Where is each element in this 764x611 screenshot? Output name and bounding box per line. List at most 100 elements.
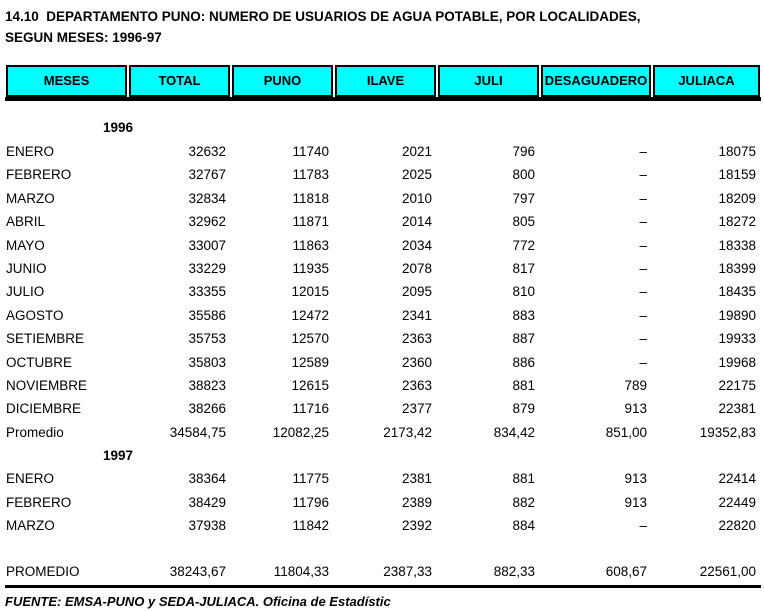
row-label: JULIO [6, 284, 45, 300]
row-label: AGOSTO [6, 307, 64, 323]
cell-puno: 11716 [292, 401, 329, 417]
row-label: MARZO [6, 518, 55, 534]
cell-desaguadero: – [639, 214, 647, 230]
cell-total: 38266 [188, 401, 226, 417]
table-body: 1996 ENERO 32632 11740 2021 796 – 18075 FEBRERO 3… [5, 101, 764, 583]
table-row: MAYO 33007 11863 2034 772 – 18338 [5, 234, 761, 257]
cell-desaguadero: – [639, 284, 647, 300]
cell-puno: 11804,33 [273, 563, 329, 579]
table-row: FEBRERO 38429 11796 2389 882 913 22449 [5, 491, 761, 514]
table-row: ENERO 38364 11775 2381 881 913 22414 [5, 467, 761, 490]
cell-juli: 881 [512, 377, 535, 393]
column-header-juliaca: JULIACA [653, 65, 760, 97]
cell-total: 38364 [188, 471, 226, 487]
cell-juli: 881 [512, 471, 535, 487]
table-row: MARZO 32834 11818 2010 797 – 18209 [5, 187, 761, 210]
cell-ilave: 2392 [401, 518, 432, 534]
table-row: ENERO 32632 11740 2021 796 – 18075 [5, 140, 761, 163]
cell-juliaca: 18435 [718, 284, 756, 300]
row-label: SETIEMBRE [6, 331, 85, 347]
cell-desaguadero: 913 [624, 401, 647, 417]
cell-juliaca: 18338 [718, 237, 756, 253]
year-row: 1996 [5, 101, 761, 140]
table-row: ABRIL 32962 11871 2014 805 – 18272 [5, 210, 761, 233]
cell-ilave: 2034 [401, 237, 432, 253]
column-header-puno: PUNO [232, 65, 333, 97]
cell-puno: 11818 [292, 190, 329, 206]
row-label: ABRIL [6, 214, 46, 230]
cell-ilave: 2341 [401, 307, 432, 323]
cell-juli: 886 [512, 354, 535, 370]
cell-desaguadero: 851,00 [605, 424, 647, 440]
table-header-row: MESES TOTAL PUNO ILAVE JULI DESAGUADERO … [5, 65, 761, 101]
cell-ilave: 2021 [401, 144, 432, 159]
cell-juliaca: 22414 [718, 471, 756, 487]
cell-ilave: 2014 [401, 214, 432, 230]
year-label: 1997 [102, 448, 134, 464]
cell-desaguadero: – [639, 190, 647, 206]
cell-juli: 882,33 [493, 563, 535, 579]
cell-ilave: 2078 [401, 260, 432, 276]
cell-total: 34584,75 [169, 424, 226, 440]
row-label: DICIEMBRE [6, 401, 82, 417]
cell-juli: 882 [512, 494, 535, 510]
cell-desaguadero: 913 [624, 471, 647, 487]
cell-ilave: 2377 [401, 401, 432, 417]
cell-juli: 879 [512, 401, 535, 417]
cell-juli: 772 [512, 237, 535, 253]
row-label: ENERO [6, 144, 55, 159]
cell-desaguadero: – [639, 307, 647, 323]
cell-ilave: 2010 [401, 190, 432, 206]
cell-total: 38243,67 [169, 563, 226, 579]
cell-ilave: 2387,33 [383, 563, 432, 579]
row-label: MAYO [6, 237, 45, 253]
cell-desaguadero: – [639, 237, 647, 253]
cell-juliaca: 18272 [718, 214, 756, 230]
cell-total: 38429 [188, 494, 226, 510]
table-row: FEBRERO 32767 11783 2025 800 – 18159 [5, 163, 761, 186]
cell-total: 35753 [188, 331, 226, 347]
cell-juli: 810 [512, 284, 535, 300]
cell-ilave: 2173,42 [383, 424, 432, 440]
table-bottom-border [5, 585, 761, 589]
cell-puno: 12589 [291, 354, 329, 370]
cell-puno: 11935 [292, 260, 329, 276]
cell-juliaca: 18075 [718, 144, 756, 159]
cell-juli: 800 [512, 167, 535, 183]
cell-desaguadero: – [639, 144, 647, 159]
cell-puno: 11783 [292, 167, 329, 183]
cell-total: 35586 [188, 307, 226, 323]
cell-total: 32632 [188, 144, 226, 159]
cell-total: 35803 [188, 354, 226, 370]
cell-ilave: 2389 [401, 494, 432, 510]
row-label: MARZO [6, 190, 55, 206]
cell-desaguadero: – [639, 167, 647, 183]
row-label: OCTUBRE [6, 354, 73, 370]
row-label: FEBRERO [6, 167, 72, 183]
cell-desaguadero: – [639, 331, 647, 347]
cell-juliaca: 22449 [718, 494, 756, 510]
cell-ilave: 2095 [401, 284, 432, 300]
cell-juliaca: 19890 [718, 307, 756, 323]
table-row: SETIEMBRE 35753 12570 2363 887 – 19933 [5, 327, 761, 350]
cell-juliaca: 22175 [718, 377, 756, 393]
cell-desaguadero: 789 [624, 377, 647, 393]
table-row: Promedio 34584,75 12082,25 2173,42 834,42 851… [5, 421, 761, 444]
cell-total: 33229 [188, 260, 226, 276]
year-label: 1996 [102, 120, 134, 135]
table-row: AGOSTO 35586 12472 2341 883 – 19890 [5, 304, 761, 327]
cell-juliaca: 18399 [718, 260, 756, 276]
cell-total: 32767 [188, 167, 226, 183]
cell-puno: 11871 [292, 214, 329, 230]
cell-ilave: 2360 [401, 354, 432, 370]
cell-total: 33007 [188, 237, 226, 253]
cell-juliaca: 18209 [718, 190, 756, 206]
cell-total: 32962 [188, 214, 226, 230]
year-row: 1997 [5, 444, 761, 467]
cell-desaguadero: – [639, 354, 647, 370]
row-label: FEBRERO [6, 494, 72, 510]
table-row: MARZO 37938 11842 2392 884 – 22820 [5, 514, 761, 537]
column-header-desaguadero: DESAGUADERO [541, 65, 651, 97]
cell-juliaca: 19933 [718, 331, 756, 347]
